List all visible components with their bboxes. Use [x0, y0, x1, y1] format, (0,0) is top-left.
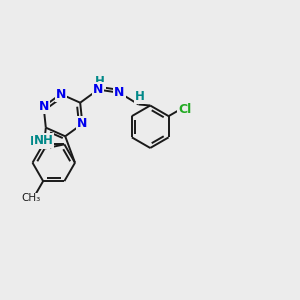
Text: N: N: [114, 86, 124, 99]
Text: N: N: [93, 83, 104, 96]
Text: H: H: [95, 75, 105, 88]
Text: H: H: [135, 90, 145, 103]
Text: NH: NH: [34, 134, 53, 147]
Text: N: N: [56, 88, 66, 100]
Text: N: N: [77, 117, 88, 130]
Text: NH: NH: [29, 135, 49, 148]
Text: N: N: [38, 100, 49, 113]
Text: Cl: Cl: [178, 103, 192, 116]
Text: CH₃: CH₃: [22, 194, 41, 203]
